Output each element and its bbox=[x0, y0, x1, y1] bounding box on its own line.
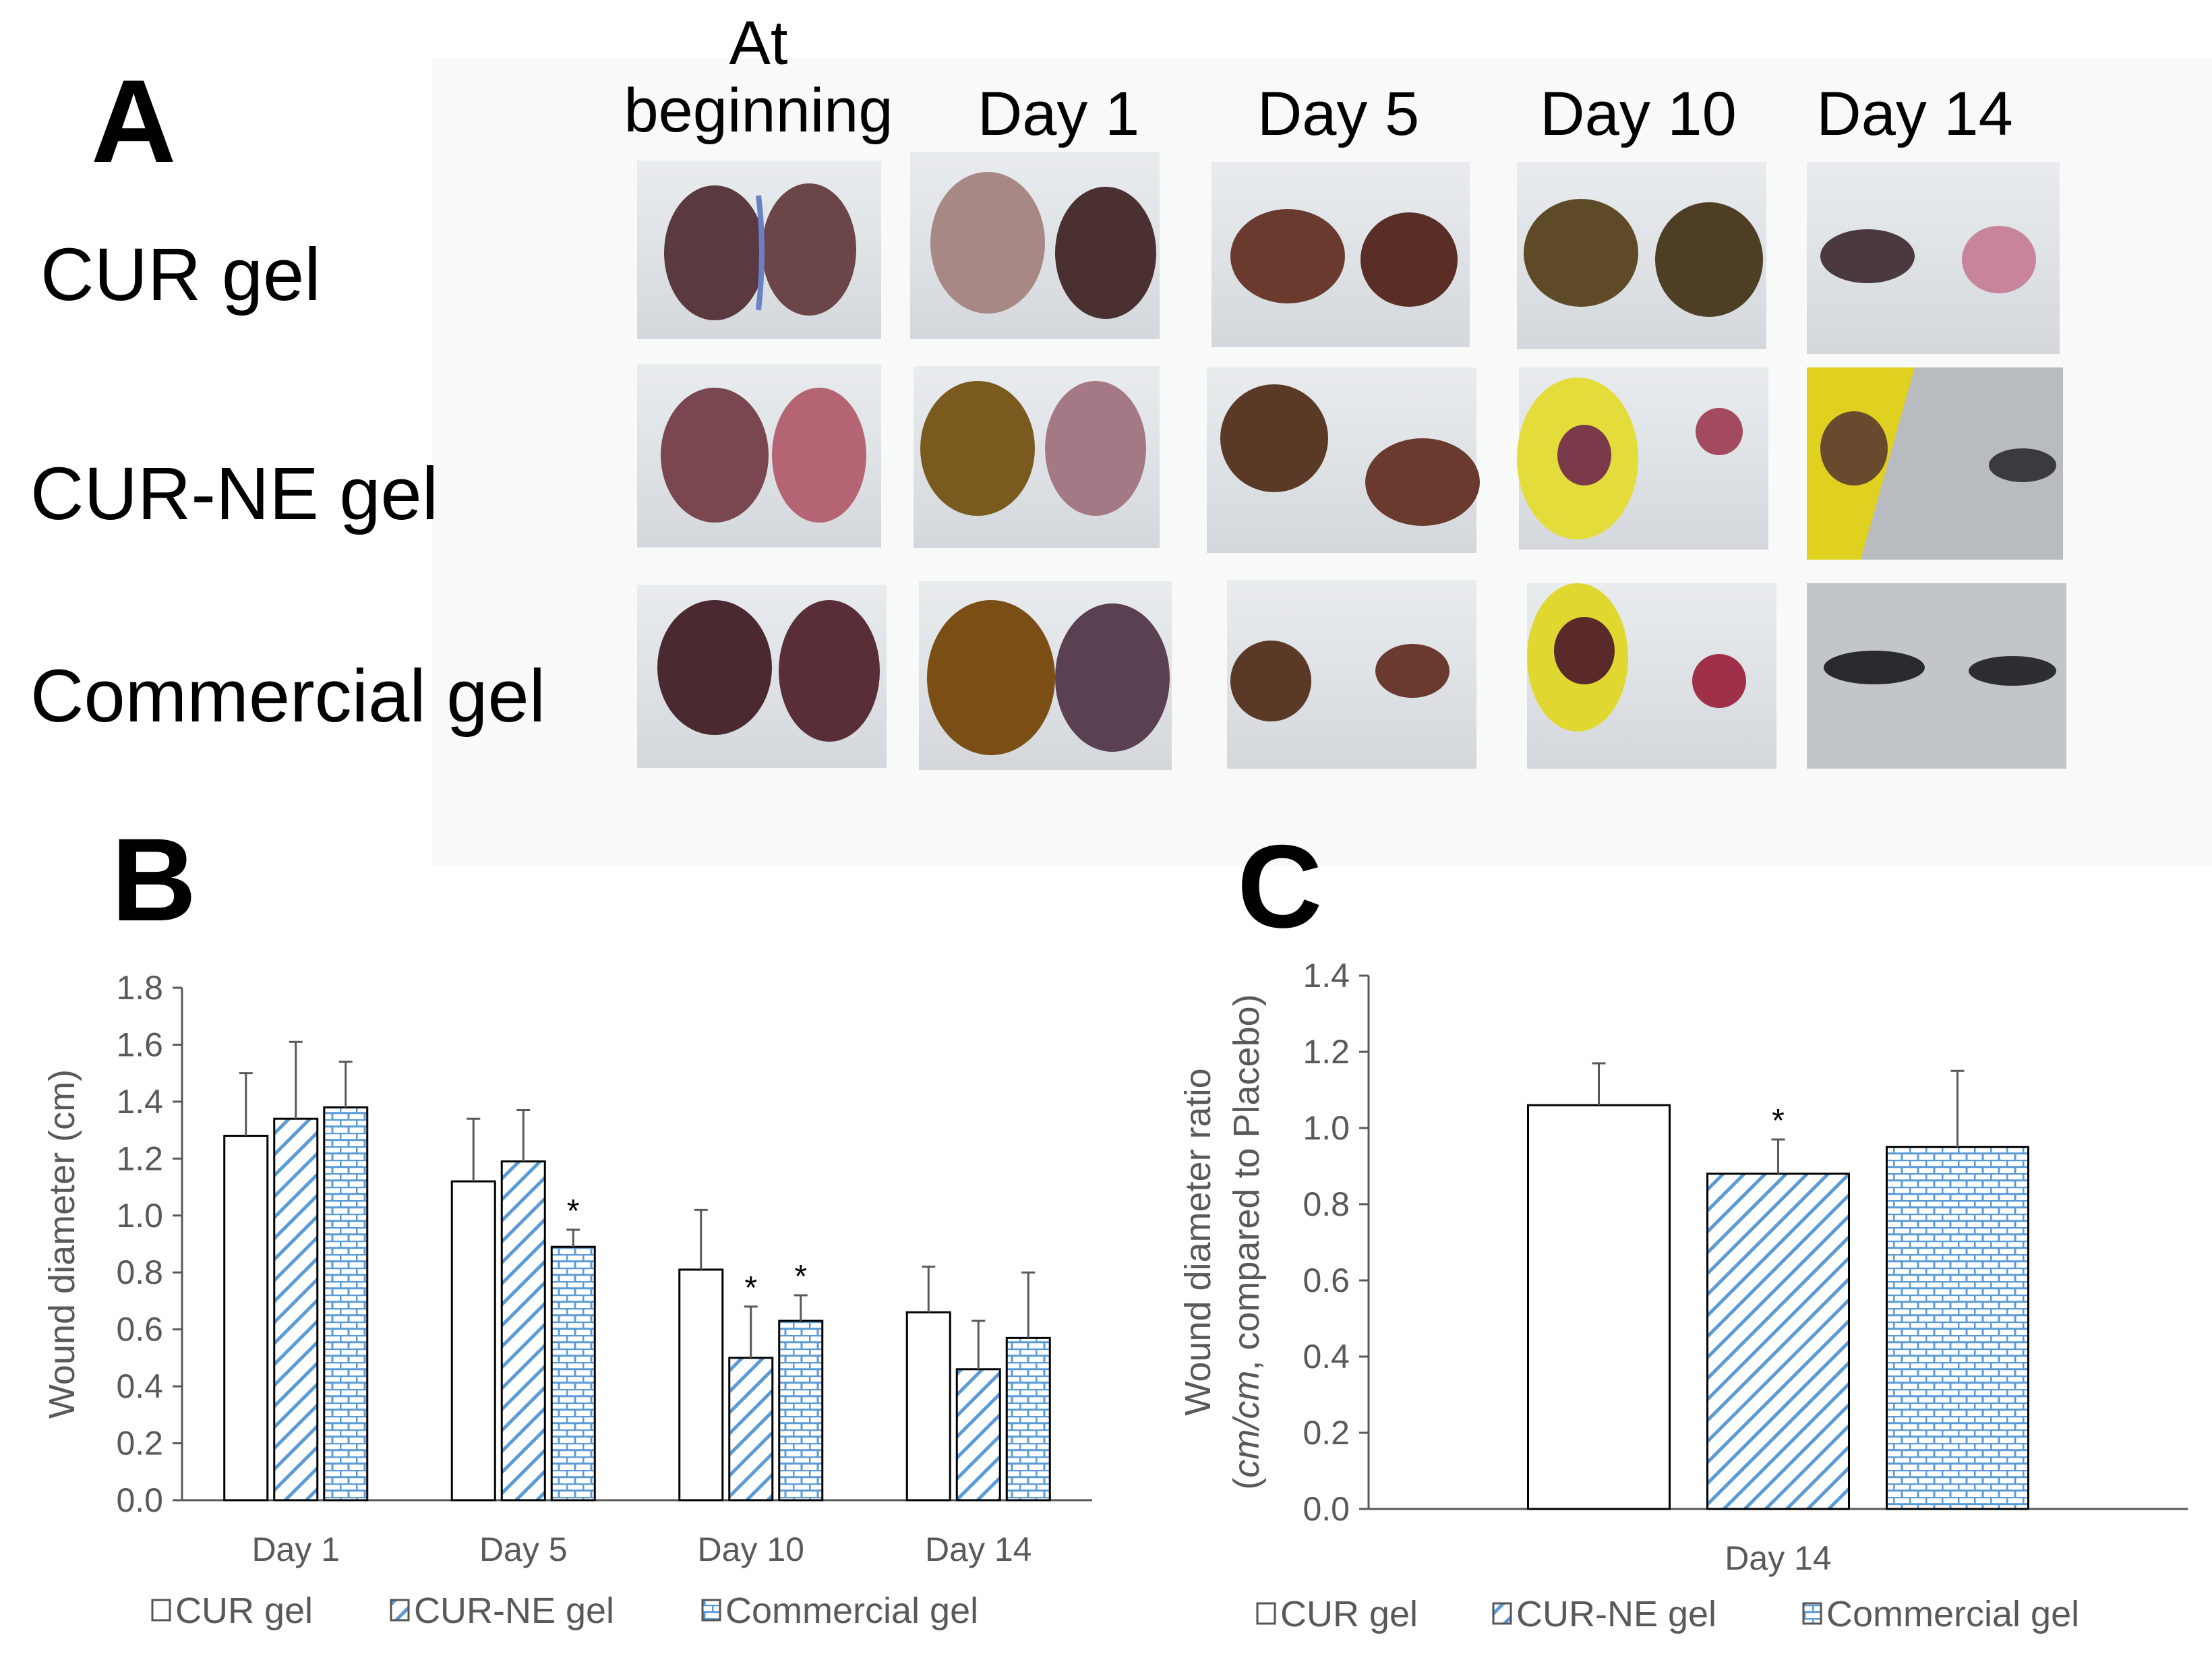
y-tick-label: 0.0 bbox=[1303, 1490, 1350, 1528]
y-tick-label: 1.6 bbox=[116, 1026, 163, 1063]
wound-photo bbox=[1207, 367, 1480, 553]
y-tick-label: 0.4 bbox=[1303, 1338, 1350, 1375]
wound-photo bbox=[919, 581, 1172, 770]
y-tick-label: 1.0 bbox=[1303, 1109, 1350, 1147]
y-tick-label: 0.6 bbox=[1303, 1262, 1350, 1299]
wound-photo bbox=[637, 364, 881, 547]
legend-label: Commercial gel bbox=[725, 1591, 978, 1631]
photo-column-headers: At beginning Day 1 Day 5 Day 10 Day 14 bbox=[624, 9, 2012, 148]
y-tick-label: 1.4 bbox=[116, 1083, 163, 1121]
panel-c-letter: C bbox=[1237, 821, 1322, 953]
bar bbox=[1005, 1336, 1051, 1502]
column-header-day5: Day 5 bbox=[1257, 80, 1419, 148]
y-tick-label: 0.8 bbox=[1303, 1185, 1350, 1223]
y-tick-label: 1.2 bbox=[116, 1139, 163, 1177]
bar bbox=[273, 1117, 319, 1502]
wound-photo bbox=[1517, 162, 1766, 349]
y-axis-title-line2: (cm/cm, compared to Placebo) bbox=[1226, 994, 1267, 1489]
legend-label: CUR-NE gel bbox=[414, 1591, 614, 1631]
panel-a-letter: A bbox=[91, 56, 176, 187]
x-tick-label: Day 14 bbox=[1725, 1539, 1831, 1577]
x-tick-label: Day 1 bbox=[251, 1531, 340, 1568]
bar bbox=[450, 1180, 496, 1502]
y-tick-label: 0.8 bbox=[116, 1253, 163, 1291]
y-tick-label: 1.2 bbox=[1303, 1033, 1350, 1071]
bar bbox=[905, 1311, 951, 1502]
legend-label: CUR-NE gel bbox=[1516, 1594, 1716, 1634]
legend-swatch bbox=[701, 1599, 721, 1622]
row-label-commercial-gel: Commercial gel bbox=[30, 655, 545, 738]
legend-swatch bbox=[1256, 1602, 1276, 1625]
x-tick-label: Day 10 bbox=[698, 1531, 804, 1568]
wound-photo bbox=[914, 366, 1160, 548]
wound-photo bbox=[1212, 162, 1470, 347]
bar bbox=[223, 1135, 269, 1502]
y-tick-label: 0.2 bbox=[116, 1425, 163, 1462]
wound-photo bbox=[1807, 367, 2063, 560]
bar bbox=[678, 1268, 724, 1502]
wound-photo bbox=[637, 160, 881, 339]
wound-photo bbox=[1807, 162, 2060, 354]
wound-photo-grid bbox=[637, 152, 2066, 770]
y-axis-title-unit: cm/cm bbox=[1226, 1371, 1267, 1478]
y-tick-label: 1.0 bbox=[116, 1197, 163, 1235]
column-header-beginning-line1: At bbox=[729, 9, 788, 78]
bar bbox=[728, 1357, 774, 1502]
legend-swatch bbox=[1492, 1602, 1512, 1625]
wound-photo bbox=[1807, 583, 2066, 769]
legend-swatch bbox=[390, 1599, 410, 1622]
x-tick-label: Day 14 bbox=[925, 1531, 1032, 1568]
bar bbox=[955, 1368, 1001, 1502]
y-tick-label: 0.6 bbox=[116, 1311, 163, 1348]
y-tick-label: 1.4 bbox=[1303, 957, 1350, 995]
column-header-day14: Day 14 bbox=[1816, 80, 2013, 148]
column-header-day10: Day 10 bbox=[1540, 80, 1737, 148]
y-tick-label: 0.4 bbox=[116, 1367, 163, 1405]
y-axis-title-rest: , compared to Placebo) bbox=[1226, 994, 1267, 1370]
y-tick-label: 0.2 bbox=[1303, 1414, 1350, 1452]
legend-label: CUR gel bbox=[175, 1591, 313, 1631]
significance-marker: * bbox=[794, 1259, 807, 1295]
column-header-beginning-line2: beginning bbox=[624, 76, 893, 145]
row-label-cur-gel: CUR gel bbox=[40, 233, 321, 316]
chart-b: 0.0 0.2 0.4 0.6 0.8 1.0 1.2 1.4 1.6 1.8 Day 1 * Day … bbox=[42, 969, 1092, 1631]
panel-b-letter: B bbox=[111, 814, 196, 946]
row-label-cur-ne-gel: CUR-NE gel bbox=[30, 452, 438, 535]
bar bbox=[1706, 1173, 1850, 1510]
y-tick-label: 0.0 bbox=[116, 1481, 163, 1519]
wound-photo bbox=[1527, 583, 1776, 769]
bar bbox=[1886, 1146, 2029, 1510]
wound-photo bbox=[637, 585, 887, 768]
chart-c: 0.0 0.2 0.4 0.6 0.8 1.0 1.2 1.4 * Day 14 CUR gel CU… bbox=[1178, 957, 2188, 1634]
significance-marker: * bbox=[567, 1193, 580, 1229]
x-tick-label: Day 5 bbox=[479, 1531, 568, 1568]
bar bbox=[500, 1160, 546, 1502]
column-header-day1: Day 1 bbox=[978, 80, 1139, 148]
y-tick-label: 1.8 bbox=[116, 969, 163, 1007]
bar bbox=[550, 1245, 596, 1502]
y-axis-title-open-paren: ( bbox=[1226, 1478, 1267, 1490]
wound-photo bbox=[1517, 367, 1768, 550]
legend-label: CUR gel bbox=[1280, 1594, 1418, 1634]
wound-photo bbox=[910, 152, 1160, 339]
significance-marker: * bbox=[744, 1270, 757, 1306]
bar bbox=[1527, 1104, 1671, 1510]
wound-photo bbox=[1227, 580, 1476, 769]
significance-marker: * bbox=[1772, 1103, 1785, 1139]
legend-swatch bbox=[1802, 1602, 1822, 1625]
legend-label: Commercial gel bbox=[1826, 1594, 2079, 1634]
y-axis-title: Wound diameter (cm) bbox=[42, 1069, 82, 1419]
legend-swatch bbox=[151, 1599, 171, 1622]
bar bbox=[778, 1320, 824, 1502]
bar bbox=[323, 1106, 369, 1502]
photo-row-labels: CUR gel CUR-NE gel Commercial gel bbox=[30, 233, 545, 738]
y-axis-title-line1: Wound diameter ratio bbox=[1178, 1068, 1218, 1415]
